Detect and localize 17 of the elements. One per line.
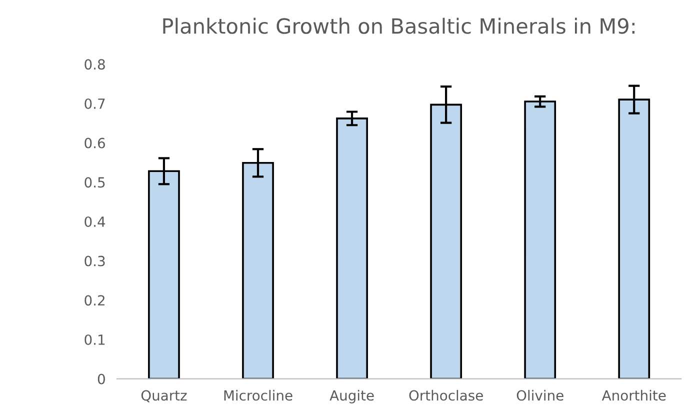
y-tick-label: 0.3 bbox=[84, 256, 105, 266]
x-tick-label: Orthoclase bbox=[409, 390, 483, 401]
x-tick-label: Quartz bbox=[141, 390, 187, 402]
chart-title: Planktonic Growth on Basaltic Minerals in M9: bbox=[163, 18, 634, 34]
x-tick-label: Anorthite bbox=[602, 390, 666, 401]
y-tick-label: 0.5 bbox=[84, 177, 105, 188]
y-tick-label: 0.7 bbox=[84, 98, 105, 109]
y-tick-label: 0.1 bbox=[84, 334, 105, 345]
y-tick-label: 0.8 bbox=[84, 59, 105, 70]
x-tick-label: Olivine bbox=[516, 390, 564, 401]
y-tick-label: 0.6 bbox=[84, 138, 105, 148]
y-tick-label: 0.2 bbox=[84, 295, 104, 306]
y-tick-label: 0.4 bbox=[84, 216, 106, 227]
bar bbox=[524, 100, 556, 379]
y-tick-label: 0 bbox=[98, 374, 105, 384]
x-tick-label: Augite bbox=[330, 390, 374, 404]
x-tick-label: Microcline bbox=[224, 390, 292, 401]
